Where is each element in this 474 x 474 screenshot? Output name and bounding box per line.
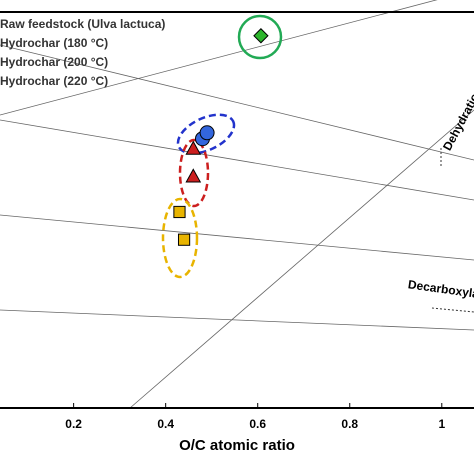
legend-label: Hydrochar (220 °C) — [0, 74, 108, 88]
x-axis-label: O/C atomic ratio — [179, 437, 295, 454]
data-point — [173, 205, 186, 219]
x-tick-label: 0.6 — [249, 417, 266, 431]
highlight-ring — [178, 138, 210, 208]
legend-label: Hydrochar (200 °C) — [0, 55, 108, 69]
x-tick-label: 0.8 — [341, 417, 358, 431]
highlight-ring — [161, 197, 199, 279]
highlight-ring — [176, 113, 236, 155]
legend-label: Raw feedstock (Ulva lactuca) — [0, 17, 165, 31]
legend-label: Hydrochar (180 °C) — [0, 36, 108, 50]
highlight-ring — [237, 14, 283, 60]
plot-frame — [0, 11, 474, 409]
data-point — [185, 168, 202, 183]
annotation: Dehydration — [440, 85, 474, 153]
x-tick-label: 0.2 — [65, 417, 82, 431]
data-point — [199, 125, 215, 141]
annotation: Decarboxylation — [407, 277, 474, 304]
x-tick-label: 0.4 — [157, 417, 174, 431]
iso-lines — [0, 0, 474, 409]
x-tick-label: 1 — [438, 417, 445, 431]
data-point — [253, 28, 269, 44]
data-point — [185, 140, 202, 155]
data-point — [177, 233, 191, 246]
